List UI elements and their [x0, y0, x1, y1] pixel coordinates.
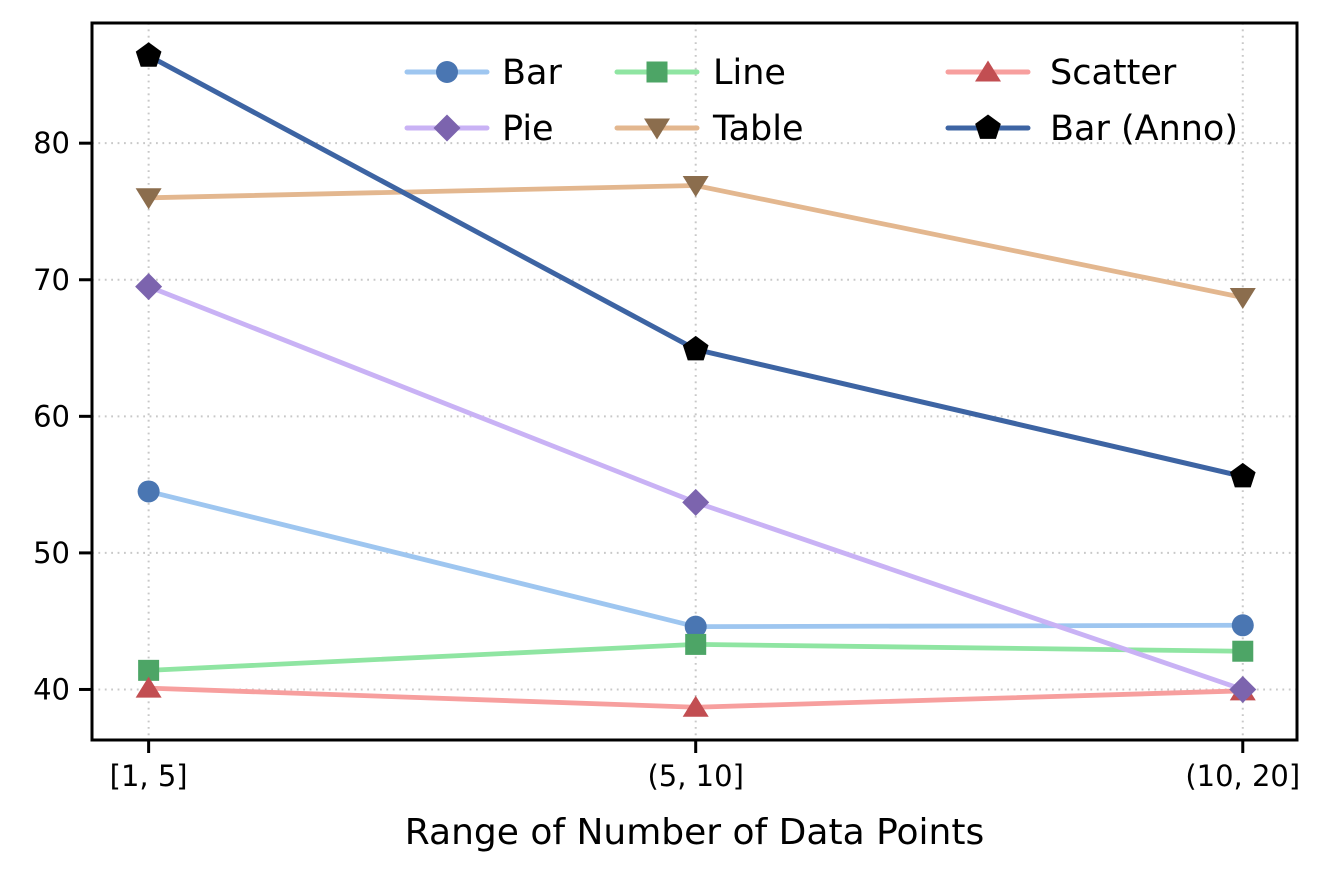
- y-tick-label: 50: [33, 536, 70, 570]
- y-tick-label: 60: [33, 399, 70, 433]
- legend-marker-bar-anno: [975, 114, 1001, 139]
- data-point-bar-anno: [682, 335, 709, 361]
- data-point-table: [135, 188, 162, 210]
- data-point-pie: [682, 488, 710, 516]
- y-tick-label: 80: [33, 126, 70, 160]
- data-point-table: [682, 176, 709, 198]
- legend-marker-pie: [433, 114, 461, 142]
- data-point-line: [685, 633, 707, 655]
- legend-label-bar-anno: Bar (Anno): [1050, 109, 1238, 149]
- legend-marker-bar: [436, 61, 458, 83]
- x-axis-label: Range of Number of Data Points: [404, 812, 985, 853]
- data-point-line: [138, 659, 160, 681]
- data-point-scatter: [135, 676, 162, 698]
- y-tick-label: 40: [33, 672, 70, 706]
- legend-label-line: Line: [713, 53, 786, 93]
- legend-label-pie: Pie: [502, 109, 554, 149]
- legend-marker-line: [646, 61, 668, 83]
- legend-label-scatter: Scatter: [1050, 53, 1177, 93]
- legend-marker-table: [644, 118, 670, 140]
- data-point-pie: [1229, 675, 1257, 703]
- data-point-table: [1229, 288, 1256, 310]
- data-point-bar-anno: [1229, 462, 1256, 488]
- legend-label-table: Table: [712, 109, 804, 149]
- data-point-bar: [1231, 614, 1254, 637]
- data-point-bar-anno: [135, 42, 162, 67]
- x-tick-label: [1, 5]: [110, 759, 188, 793]
- data-point-scatter: [682, 695, 709, 717]
- x-tick-label: (10, 20]: [1185, 759, 1300, 793]
- data-point-bar: [137, 480, 160, 503]
- y-tick-label: 70: [33, 263, 70, 297]
- x-tick-label: (5, 10]: [647, 759, 743, 793]
- legend-marker-scatter: [975, 60, 1001, 82]
- data-point-pie: [135, 273, 163, 301]
- data-point-line: [1232, 640, 1254, 662]
- legend-label-bar: Bar: [502, 53, 562, 93]
- data-point-bar: [684, 615, 707, 638]
